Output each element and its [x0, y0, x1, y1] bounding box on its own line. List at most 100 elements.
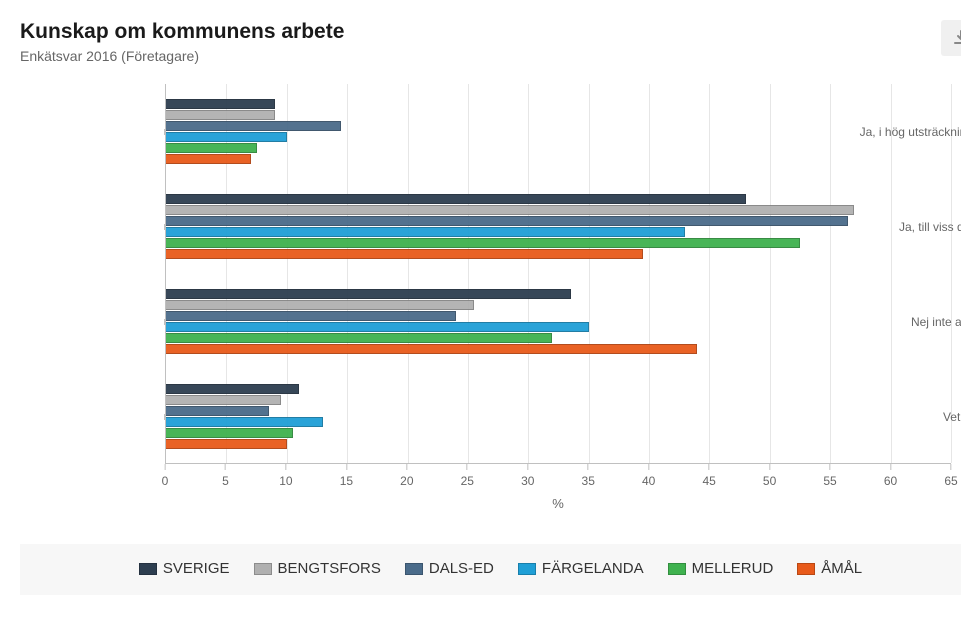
y-tick: [164, 224, 165, 230]
x-axis-label: %: [552, 496, 564, 511]
bar: [166, 143, 257, 153]
x-tick: 30: [521, 464, 534, 488]
bar: [166, 205, 854, 215]
legend-label: DALS-ED: [429, 560, 494, 577]
chart-title: Kunskap om kommunens arbete: [20, 20, 344, 44]
gridline: [589, 84, 590, 463]
bar: [166, 311, 456, 321]
gridline: [287, 84, 288, 463]
download-button[interactable]: [941, 20, 961, 56]
bar: [166, 154, 251, 164]
legend-item: ÅMÅL: [797, 560, 862, 577]
x-tick-label: 30: [521, 474, 534, 488]
legend-item: FÄRGELANDA: [518, 560, 644, 577]
header: Kunskap om kommunens arbete Enkätsvar 20…: [20, 20, 961, 64]
bar: [166, 333, 552, 343]
legend-swatch: [518, 563, 536, 575]
gridline: [528, 84, 529, 463]
bar: [166, 99, 275, 109]
x-tick-label: 65: [944, 474, 957, 488]
bar: [166, 384, 299, 394]
x-tick-label: 40: [642, 474, 655, 488]
bar: [166, 121, 341, 131]
x-tick: 15: [340, 464, 353, 488]
x-tick: 20: [400, 464, 413, 488]
bar: [166, 428, 293, 438]
legend-label: FÄRGELANDA: [542, 560, 644, 577]
x-tick: 45: [702, 464, 715, 488]
x-tick-label: 5: [222, 474, 229, 488]
download-icon: [953, 30, 961, 46]
x-tick-label: 55: [823, 474, 836, 488]
legend-swatch: [139, 563, 157, 575]
gridline: [649, 84, 650, 463]
legend-label: ÅMÅL: [821, 560, 862, 577]
title-block: Kunskap om kommunens arbete Enkätsvar 20…: [20, 20, 344, 64]
legend-label: SVERIGE: [163, 560, 230, 577]
category-label: Ja, i hög utsträckning: [838, 125, 961, 139]
y-tick: [164, 129, 165, 135]
x-tick: 40: [642, 464, 655, 488]
category-label: Nej inte alls: [838, 315, 961, 329]
legend-item: MELLERUD: [668, 560, 774, 577]
legend-swatch: [405, 563, 423, 575]
legend-swatch: [797, 563, 815, 575]
x-tick-label: 35: [582, 474, 595, 488]
x-tick-label: 50: [763, 474, 776, 488]
legend-label: MELLERUD: [692, 560, 774, 577]
legend-label: BENGTSFORS: [278, 560, 381, 577]
bar: [166, 238, 800, 248]
gridline: [951, 84, 952, 463]
chart-subtitle: Enkätsvar 2016 (Företagare): [20, 48, 344, 64]
bar: [166, 227, 685, 237]
bar: [166, 132, 287, 142]
bar: [166, 322, 589, 332]
legend-swatch: [668, 563, 686, 575]
x-tick-label: 15: [340, 474, 353, 488]
bar: [166, 417, 323, 427]
bar: [166, 110, 275, 120]
gridline: [891, 84, 892, 463]
y-tick: [164, 319, 165, 325]
bar: [166, 406, 269, 416]
x-tick-label: 45: [702, 474, 715, 488]
x-tick: 25: [461, 464, 474, 488]
x-tick: 50: [763, 464, 776, 488]
legend-item: BENGTSFORS: [254, 560, 381, 577]
x-tick-label: 0: [162, 474, 169, 488]
x-tick: 10: [279, 464, 292, 488]
category-label: Ja, till viss del: [838, 220, 961, 234]
category-label: Vet ej: [838, 410, 961, 424]
bar: [166, 439, 287, 449]
y-tick: [164, 414, 165, 420]
x-tick-label: 10: [279, 474, 292, 488]
x-tick: 0: [162, 464, 169, 488]
legend-item: SVERIGE: [139, 560, 230, 577]
bar: [166, 249, 643, 259]
bar: [166, 216, 848, 226]
bar: [166, 289, 571, 299]
x-tick-label: 20: [400, 474, 413, 488]
x-tick: 35: [582, 464, 595, 488]
legend: SVERIGE BENGTSFORS DALS-ED FÄRGELANDA MELLER…: [20, 544, 961, 595]
legend-item: DALS-ED: [405, 560, 494, 577]
gridline: [830, 84, 831, 463]
plot-region: [165, 84, 951, 464]
gridline: [347, 84, 348, 463]
bar: [166, 300, 474, 310]
legend-swatch: [254, 563, 272, 575]
gridline: [770, 84, 771, 463]
gridline: [709, 84, 710, 463]
x-tick: 65: [944, 464, 957, 488]
x-tick-label: 25: [461, 474, 474, 488]
gridline: [468, 84, 469, 463]
x-tick: 55: [823, 464, 836, 488]
x-tick: 60: [884, 464, 897, 488]
bar: [166, 344, 697, 354]
x-tick: 5: [222, 464, 229, 488]
x-tick-label: 60: [884, 474, 897, 488]
chart-container: Kunskap om kommunens arbete Enkätsvar 20…: [20, 20, 961, 595]
bar: [166, 194, 746, 204]
gridline: [408, 84, 409, 463]
bar: [166, 395, 281, 405]
